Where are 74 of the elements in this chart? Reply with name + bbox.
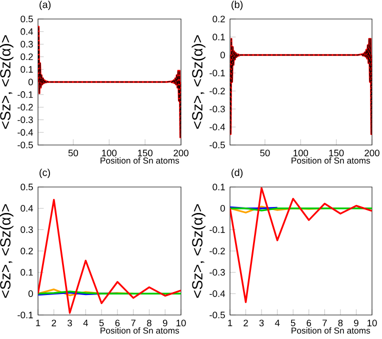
x-tick-label: 7	[322, 320, 327, 326]
x-tick-label: 9	[354, 320, 358, 326]
chart-title: (c)	[40, 168, 50, 178]
x-axis-title: Position of Sn atoms	[292, 327, 370, 334]
y-tick-label: -0.1	[210, 70, 225, 76]
y-tick-label: -0.4	[210, 290, 226, 297]
y-tick-label: 0.1	[20, 269, 33, 276]
y-tick-label: -0.1	[18, 312, 33, 318]
y-tick-label: -0.3	[18, 116, 33, 124]
y-tick-label: 0	[28, 78, 33, 86]
x-tick-label: 150	[329, 150, 344, 156]
x-axis-title: Position of Sn atoms	[100, 327, 180, 334]
y-tick-label: 0.3	[20, 40, 33, 48]
chart-title: (b)	[232, 0, 243, 10]
y-tick-label: -0.2	[18, 104, 33, 110]
y-tick-label: 0.2	[212, 16, 225, 22]
x-tick-label: 3	[68, 320, 72, 326]
y-tick-label: 0	[220, 205, 225, 212]
x-tick-label: 8	[147, 320, 152, 326]
x-tick-label: 150	[138, 150, 152, 156]
x-tick-label: 4	[274, 320, 280, 326]
x-tick-label: 2	[52, 320, 56, 326]
y-tick-label: 0.2	[20, 248, 33, 254]
y-tick-label: -0.2	[210, 248, 225, 254]
x-tick-label: 50	[260, 150, 270, 156]
x-tick-label: 6	[306, 320, 312, 326]
y-tick-label: -0.2	[210, 88, 225, 94]
chart-title: (d)	[232, 168, 243, 178]
x-tick-label: 100	[294, 150, 308, 156]
y-tick-label: 0.4	[20, 28, 34, 35]
y-tick-label: -0.5	[210, 312, 225, 318]
y-tick-label: 0	[220, 52, 225, 58]
y-tick-label: -0.1	[18, 91, 33, 98]
line-series	[230, 187, 372, 304]
y-tick-label: 0	[28, 290, 33, 297]
y-tick-label: -0.3	[210, 269, 225, 276]
x-tick-label: 200	[364, 150, 380, 156]
x-tick-label: 1	[36, 320, 40, 326]
y-tick-label: 0.2	[20, 54, 33, 60]
y-tick-label: -0.4	[18, 129, 34, 136]
y-tick-label: 0.5	[20, 16, 33, 22]
y-axis-title: <Sz>, <Sz(α)>	[192, 204, 206, 298]
x-tick-label: 3	[259, 320, 264, 326]
x-tick-label: 1	[228, 320, 232, 326]
y-axis-title: <Sz>, <Sz(α)>	[0, 204, 14, 298]
y-axis-title: <Sz>, <Sz(α)>	[192, 35, 206, 129]
y-tick-label: -0.5	[210, 142, 225, 148]
x-tick-label: 7	[131, 320, 136, 326]
x-tick-label: 6	[115, 320, 120, 326]
chart-title: (a)	[40, 0, 51, 10]
y-tick-label: 0.5	[20, 184, 33, 190]
y-tick-label: 0.3	[20, 226, 33, 233]
x-tick-label: 8	[338, 320, 343, 326]
x-tick-label: 4	[83, 320, 88, 326]
y-tick-label: 0.1	[20, 66, 33, 73]
y-tick-label: -0.1	[210, 226, 225, 233]
x-axis-title: Position of Sn atoms	[292, 157, 370, 164]
y-tick-label: -0.5	[18, 142, 33, 148]
x-tick-label: 2	[244, 320, 248, 326]
x-tick-label: 5	[99, 320, 104, 326]
y-tick-label: 0.4	[20, 205, 34, 212]
x-tick-label: 200	[174, 150, 188, 156]
y-axis-title: <Sz>, <Sz(α)>	[0, 35, 14, 129]
x-tick-label: 10	[176, 320, 186, 326]
x-tick-label: 50	[68, 150, 78, 156]
y-tick-label: -0.4	[210, 124, 226, 130]
y-tick-label: 0.1	[212, 34, 225, 40]
y-tick-label: -0.3	[210, 106, 225, 112]
x-tick-label: 9	[162, 320, 168, 326]
x-tick-label: 100	[102, 150, 117, 156]
x-axis-title: Position of Sn atoms	[100, 157, 180, 164]
x-tick-label: 10	[368, 320, 377, 326]
y-tick-label: 0.1	[212, 184, 225, 190]
x-tick-label: 5	[290, 320, 296, 326]
